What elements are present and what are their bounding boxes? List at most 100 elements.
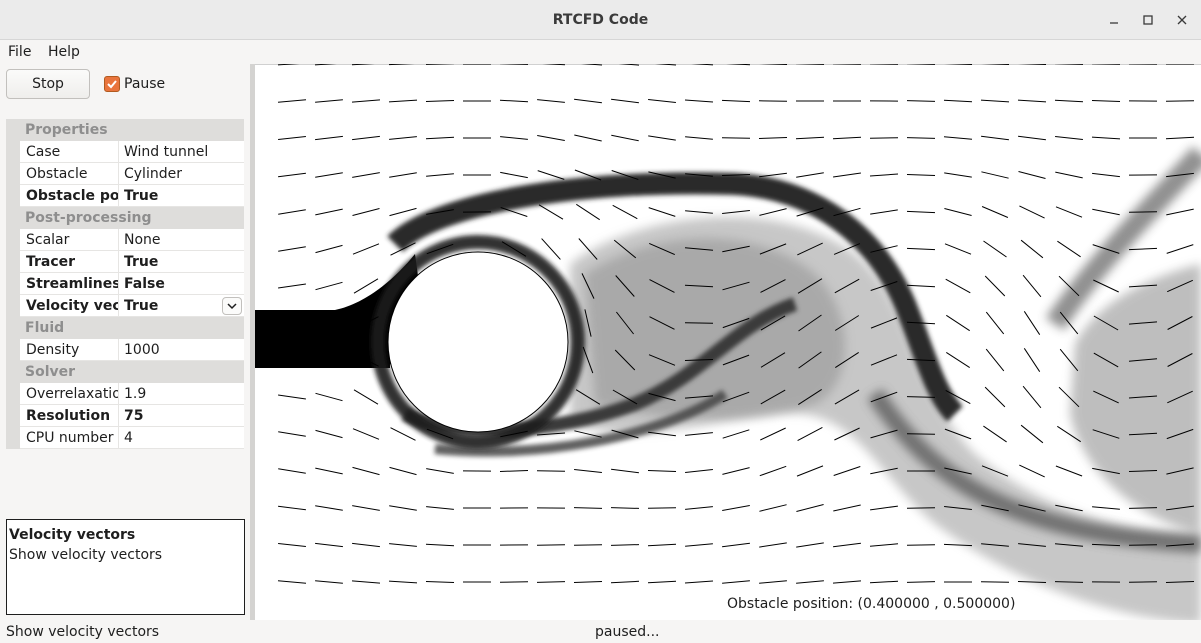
property-row-case[interactable]: Case Wind tunnel [6, 141, 244, 163]
minimize-icon[interactable] [1102, 8, 1126, 32]
velocity-vector [685, 432, 713, 436]
velocity-vector [278, 505, 306, 511]
velocity-vector [648, 392, 676, 402]
velocity-vector [352, 466, 380, 476]
velocity-vector [833, 466, 861, 476]
velocity-vector [315, 244, 343, 254]
velocity-vector [759, 580, 787, 584]
velocity-vector [981, 465, 1009, 477]
property-name: Streamlines [26, 276, 118, 292]
property-row-resolution[interactable]: Resolution 75 [6, 405, 244, 427]
stop-button[interactable]: Stop [6, 69, 90, 99]
velocity-vector [722, 210, 750, 214]
velocity-vector [834, 389, 860, 405]
property-row-tracer[interactable]: Tracer True [6, 251, 244, 273]
velocity-vector [721, 174, 751, 176]
property-name: Obstacle position [26, 188, 118, 204]
maximize-icon[interactable] [1136, 8, 1160, 32]
group-post-processing[interactable]: Post-processing [6, 207, 244, 229]
simulation-canvas[interactable] [255, 64, 1201, 620]
property-row-scalar[interactable]: Scalar None [6, 229, 244, 251]
velocity-vector [574, 134, 602, 142]
velocity-vector [389, 543, 417, 547]
property-value[interactable]: 1000 [124, 342, 160, 358]
velocity-vector [1059, 311, 1079, 335]
value-dropdown-button[interactable] [222, 297, 242, 315]
group-properties[interactable]: Properties [6, 119, 244, 141]
velocity-vector [581, 273, 595, 299]
velocity-vector [1128, 284, 1158, 288]
property-name: CPU number [26, 430, 114, 446]
velocity-vector [499, 470, 529, 472]
velocity-vector [574, 430, 602, 438]
velocity-vector [906, 210, 936, 214]
velocity-vector [390, 242, 416, 256]
property-row-streamlines[interactable]: Streamlines False [6, 273, 244, 295]
velocity-vector [649, 279, 675, 293]
property-row-overrelaxation[interactable]: Overrelaxation 1.9 [6, 383, 244, 405]
velocity-vector [315, 467, 343, 475]
velocity-vector [1128, 432, 1158, 436]
velocity-vector [1166, 279, 1194, 293]
velocity-vector [906, 100, 936, 102]
velocity-vector [315, 208, 343, 216]
velocity-vector [538, 204, 564, 220]
velocity-vector [985, 311, 1005, 335]
property-value[interactable]: 1.9 [124, 386, 147, 402]
property-value[interactable]: True [124, 298, 159, 314]
property-row-density[interactable]: Density 1000 [6, 339, 244, 361]
velocity-vector [648, 171, 676, 179]
velocity-vector [1128, 507, 1158, 509]
velocity-vector [906, 137, 936, 139]
velocity-vector [1019, 464, 1045, 478]
close-icon[interactable] [1170, 8, 1194, 32]
velocity-vector [981, 135, 1009, 141]
velocity-vector [654, 64, 677, 66]
velocity-vector [944, 208, 972, 216]
velocity-vector [684, 580, 714, 584]
property-row-obstacle-position[interactable]: Obstacle position True [6, 185, 244, 207]
property-row-velocity-vectors[interactable]: Velocity vectors True [6, 295, 244, 317]
velocity-vector [760, 315, 786, 331]
velocity-vector [1165, 136, 1195, 140]
property-value[interactable]: True [124, 254, 159, 270]
property-value[interactable]: 75 [124, 408, 144, 424]
property-value[interactable]: Cylinder [124, 166, 182, 182]
menu-help[interactable]: Help [48, 44, 80, 60]
velocity-vector [798, 314, 822, 332]
checkmark-icon [107, 80, 117, 89]
cylinder-obstacle[interactable] [387, 251, 569, 433]
velocity-vector [1059, 348, 1079, 372]
property-value[interactable]: False [124, 276, 165, 292]
pause-checkbox[interactable] [104, 76, 120, 92]
velocity-vector [1166, 505, 1194, 511]
velocity-vector [758, 137, 788, 139]
property-value[interactable]: True [124, 188, 159, 204]
velocity-vector [542, 64, 566, 66]
velocity-vector [833, 172, 861, 178]
property-value[interactable]: Wind tunnel [124, 144, 209, 160]
velocity-vector [1022, 385, 1042, 409]
velocity-vector [278, 209, 306, 215]
window-title: RTCFD Code [552, 12, 649, 28]
property-row-cpu-number[interactable]: CPU number 4 [6, 427, 244, 449]
velocity-vector [685, 506, 713, 510]
property-row-obstacle[interactable]: Obstacle Cylinder [6, 163, 244, 185]
velocity-vector [425, 581, 455, 583]
velocity-vector [721, 99, 751, 103]
property-value[interactable]: None [124, 232, 161, 248]
velocity-vector [611, 429, 639, 439]
menu-file[interactable]: File [8, 44, 32, 60]
pause-toggle[interactable]: Pause [104, 75, 165, 93]
group-solver[interactable]: Solver [6, 361, 244, 383]
velocity-vector [315, 392, 343, 402]
velocity-vector [1128, 247, 1158, 251]
velocity-vector [648, 354, 676, 366]
velocity-vector [573, 581, 603, 583]
property-value[interactable]: 4 [124, 430, 133, 446]
panel-splitter[interactable] [250, 64, 255, 620]
group-fluid[interactable]: Fluid [6, 317, 244, 339]
velocity-vector [944, 172, 972, 178]
velocity-vector [578, 238, 598, 260]
velocity-vector [834, 427, 860, 441]
